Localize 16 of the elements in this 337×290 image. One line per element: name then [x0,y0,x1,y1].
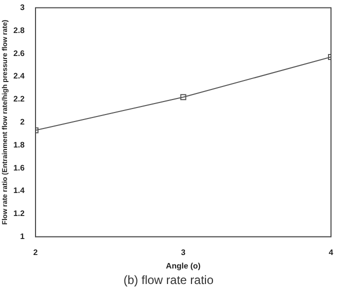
x-tick-label: 3 [181,248,186,257]
y-tick-label: 2.2 [13,94,26,104]
y-tick-label: 2.6 [13,48,26,58]
x-axis-title: Angle (o) [166,261,201,270]
y-tick-label: 1 [20,232,26,242]
y-tick-label: 1.2 [13,209,26,218]
y-tick-label: 2.8 [13,26,26,35]
x-tick-label: 2 [33,248,38,257]
x-tick-label: 4 [328,248,334,257]
y-tick-label: 1.4 [13,186,26,196]
text: (b) flow rate ratio [122,272,215,288]
y-tick-label: 3 [20,3,26,12]
y-tick-label: 2 [20,118,26,127]
y-tick-label: 2.4 [13,72,26,81]
y-tick-label: 1.8 [13,140,26,150]
y-tick-label: 1.6 [13,163,26,172]
